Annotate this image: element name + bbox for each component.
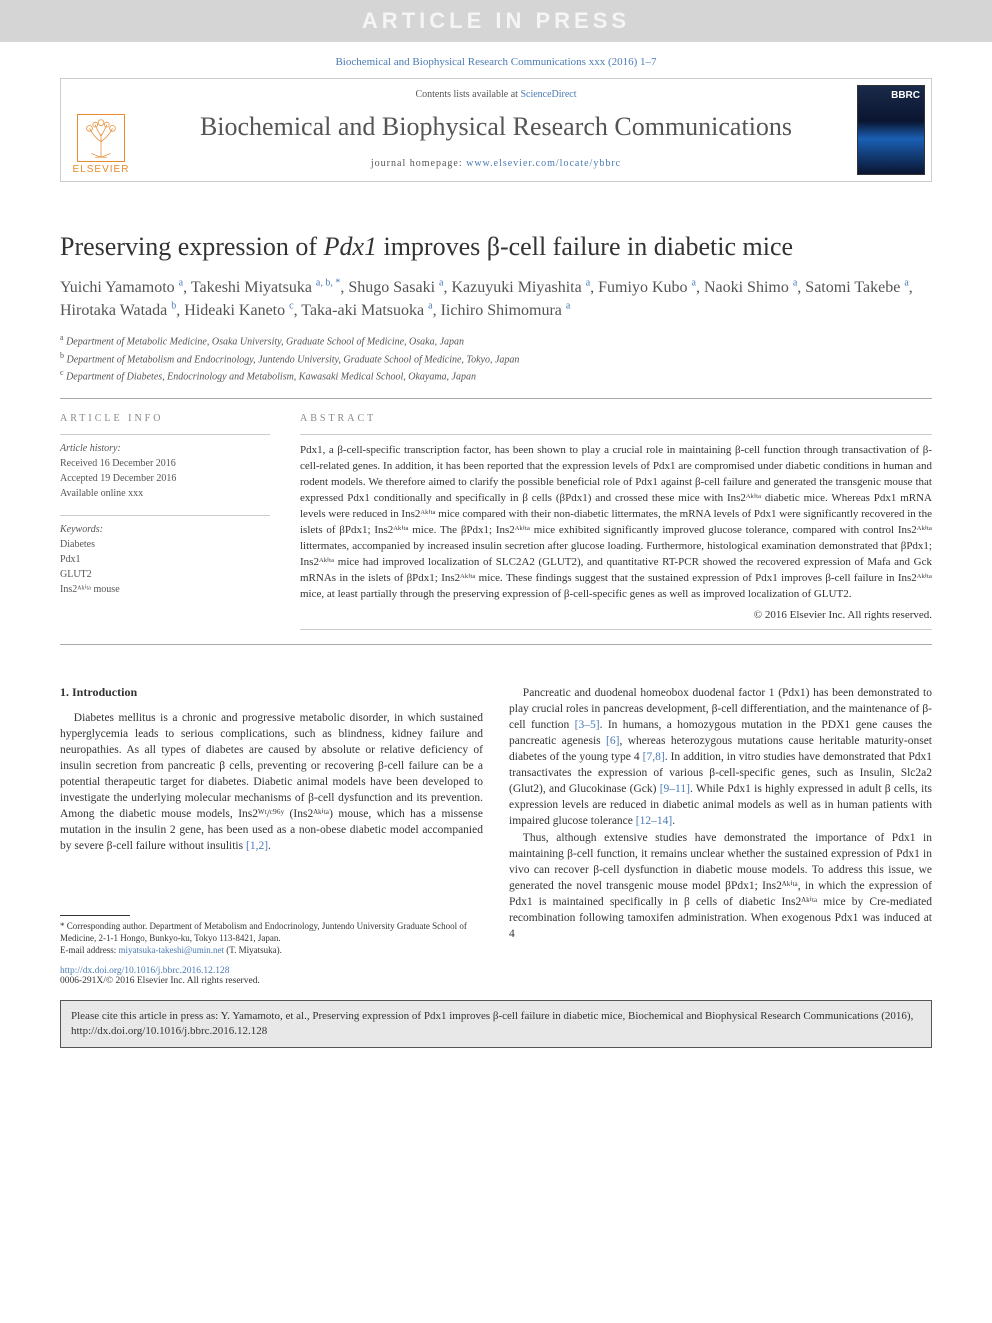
contents-prefix: Contents lists available at: [415, 89, 520, 100]
journal-homepage-line: journal homepage: www.elsevier.com/locat…: [149, 158, 843, 169]
email-link[interactable]: miyatsuka-takeshi@umin.net: [118, 945, 224, 955]
p1-text: Diabetes mellitus is a chronic and progr…: [60, 712, 483, 853]
citation-top-line: Biochemical and Biophysical Research Com…: [0, 42, 992, 78]
abstract-text: Pdx1, a β-cell-specific transcription fa…: [300, 443, 932, 602]
issn-copyright: 0006-291X/© 2016 Elsevier Inc. All right…: [60, 976, 932, 986]
email-label: E-mail address:: [60, 945, 118, 955]
email-line: E-mail address: miyatsuka-takeshi@umin.n…: [60, 944, 483, 956]
article-meta-row: article info Article history: Received 1…: [60, 399, 932, 643]
keywords-heading: Keywords:: [60, 522, 270, 537]
ref-link[interactable]: [1,2]: [246, 840, 268, 852]
corresponding-author-footnote: * Corresponding author. Department of Me…: [60, 920, 483, 956]
p2-end: .: [672, 815, 675, 827]
ref-link[interactable]: [3–5]: [575, 719, 600, 731]
divider: [60, 644, 932, 645]
homepage-link[interactable]: www.elsevier.com/locate/ybbrc: [466, 158, 621, 169]
homepage-prefix: journal homepage:: [371, 158, 466, 169]
article-info-block: article info Article history: Received 1…: [60, 399, 270, 643]
article-in-press-banner: ARTICLE IN PRESS: [0, 0, 992, 42]
abstract-block: abstract Pdx1, a β-cell-specific transcr…: [300, 399, 932, 643]
title-pre: Preserving expression of: [60, 232, 324, 261]
doi-block: http://dx.doi.org/10.1016/j.bbrc.2016.12…: [60, 966, 932, 986]
keyword-item: GLUT2: [60, 567, 270, 582]
corr-author-text: * Corresponding author. Department of Me…: [60, 920, 483, 944]
cover-abbr: BBRC: [891, 90, 920, 101]
article-title: Preserving expression of Pdx1 improves β…: [60, 232, 932, 262]
footnote-separator: [60, 915, 130, 916]
intro-paragraph-3: Thus, although extensive studies have de…: [509, 830, 932, 943]
elsevier-tree-icon: [77, 114, 125, 162]
history-received: Received 16 December 2016: [60, 456, 270, 471]
journal-header: ELSEVIER Contents lists available at Sci…: [60, 78, 932, 182]
journal-name: Biochemical and Biophysical Research Com…: [149, 112, 843, 142]
journal-cover-block: BBRC: [851, 79, 931, 181]
intro-paragraph-2: Pancreatic and duodenal homeobox duodena…: [509, 685, 932, 943]
abstract-copyright: © 2016 Elsevier Inc. All rights reserved…: [300, 609, 932, 621]
ref-link[interactable]: [6]: [606, 735, 619, 747]
ref-link[interactable]: [9–11]: [660, 783, 690, 795]
email-paren: (T. Miyatsuka).: [224, 945, 282, 955]
author-list: Yuichi Yamamoto a, Takeshi Miyatsuka a, …: [60, 276, 932, 322]
contents-available-line: Contents lists available at ScienceDirec…: [149, 89, 843, 100]
keyword-item: Pdx1: [60, 552, 270, 567]
history-heading: Article history:: [60, 441, 270, 456]
ref-link[interactable]: [7,8]: [643, 751, 665, 763]
cite-in-press-box: Please cite this article in press as: Y.…: [60, 1000, 932, 1048]
affiliation-b: b Department of Metabolism and Endocrino…: [60, 350, 932, 367]
body-two-column: 1. Introduction Diabetes mellitus is a c…: [60, 685, 932, 956]
aff-text-a: Department of Metabolic Medicine, Osaka …: [66, 337, 464, 348]
affiliation-list: a Department of Metabolic Medicine, Osak…: [60, 332, 932, 384]
section-heading-intro: 1. Introduction: [60, 685, 483, 700]
keyword-ital: Ins2ᴬᵏⁱᵗᵃ mouse: [60, 584, 120, 595]
journal-header-center: Contents lists available at ScienceDirec…: [141, 79, 851, 181]
aff-text-b: Department of Metabolism and Endocrinolo…: [67, 354, 520, 365]
affiliation-a: a Department of Metabolic Medicine, Osak…: [60, 332, 932, 349]
journal-cover-thumbnail: BBRC: [857, 85, 925, 175]
ref-link[interactable]: [12–14]: [636, 815, 672, 827]
intro-paragraph-1: Diabetes mellitus is a chronic and progr…: [60, 710, 483, 855]
keywords-group: Keywords: Diabetes Pdx1 GLUT2 Ins2ᴬᵏⁱᵗᵃ …: [60, 522, 270, 597]
doi-link[interactable]: http://dx.doi.org/10.1016/j.bbrc.2016.12…: [60, 966, 230, 976]
keyword-item: Diabetes: [60, 537, 270, 552]
sciencedirect-link[interactable]: ScienceDirect: [520, 89, 576, 100]
affiliation-c: c Department of Diabetes, Endocrinology …: [60, 367, 932, 384]
history-online: Available online xxx: [60, 486, 270, 501]
abstract-heading: abstract: [300, 413, 932, 424]
history-accepted: Accepted 19 December 2016: [60, 471, 270, 486]
aff-text-c: Department of Diabetes, Endocrinology an…: [66, 371, 476, 382]
title-ital: Pdx1: [324, 232, 377, 261]
title-post: improves β-cell failure in diabetic mice: [377, 232, 793, 261]
keyword-item: Ins2ᴬᵏⁱᵗᵃ mouse: [60, 582, 270, 597]
elsevier-wordmark: ELSEVIER: [73, 164, 130, 175]
publisher-logo-block: ELSEVIER: [61, 79, 141, 181]
article-history-group: Article history: Received 16 December 20…: [60, 441, 270, 501]
p1-end: .: [268, 840, 271, 852]
body-column-right: Pancreatic and duodenal homeobox duodena…: [509, 685, 932, 956]
article-info-heading: article info: [60, 413, 270, 424]
body-column-left: 1. Introduction Diabetes mellitus is a c…: [60, 685, 483, 956]
